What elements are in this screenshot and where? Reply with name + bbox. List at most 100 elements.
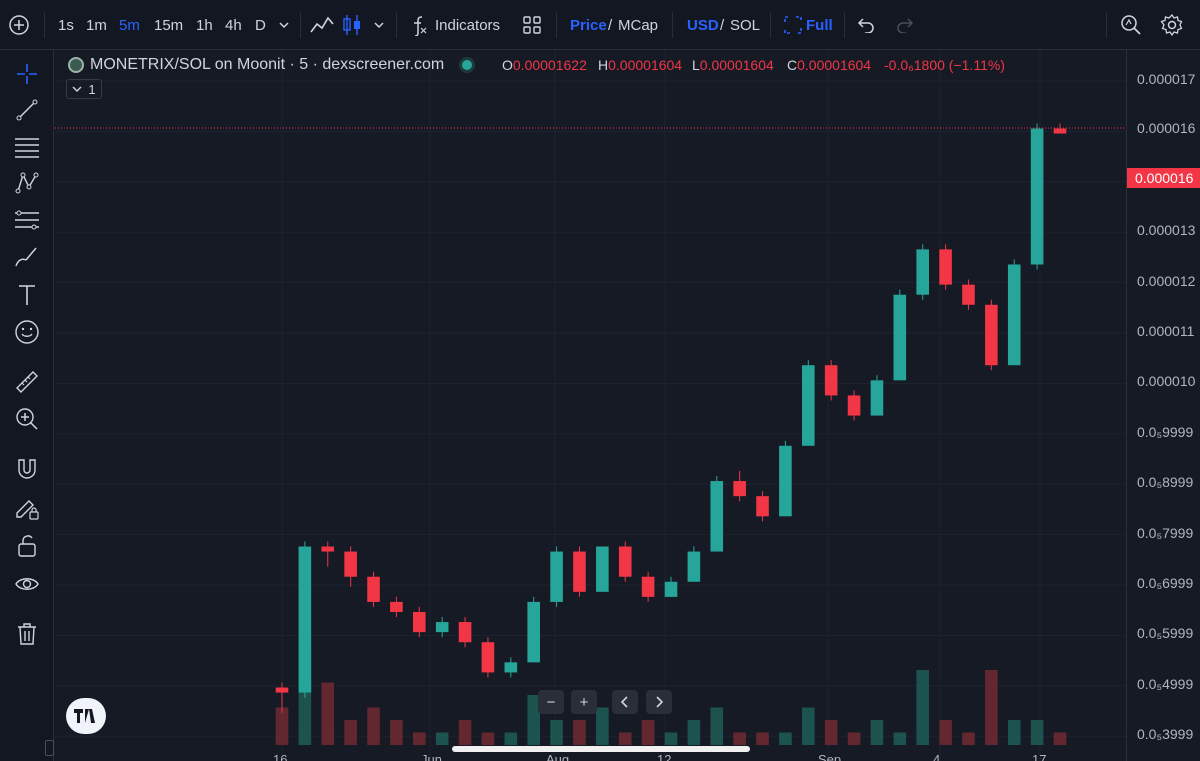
fib-retracement-icon[interactable] [11,131,43,163]
indicators-button[interactable]: Indicators [435,16,501,34]
candle-body [573,551,586,592]
market-status-dot-icon [462,60,473,70]
divider [844,12,845,38]
price-tick: 0.0₅5999 [1137,625,1194,642]
price-axis[interactable]: 0.0₅3999 0.0₅4999 0.0₅5999 0.0₅6999 0.0₅7999… [1126,50,1200,761]
emoji-icon[interactable] [11,316,43,348]
price-tick: 0.000011 [1137,323,1195,339]
tradingview-logo-icon[interactable] [66,698,106,734]
interval-5m[interactable]: 5m [119,16,140,34]
divider [44,12,45,38]
indicators-fx-icon[interactable] [410,0,428,50]
eye-icon[interactable] [11,568,43,600]
forecast-tool-icon[interactable] [11,204,43,236]
settings-gear-icon[interactable] [1160,0,1184,50]
ohlc-low: L0.00001604 [692,57,774,73]
divider [300,12,301,38]
volume-bar [344,720,357,745]
interval-1m[interactable]: 1m [86,16,107,34]
interval-d[interactable]: D [255,16,266,34]
interval-dropdown-chevron-icon[interactable] [278,0,290,50]
brush-icon[interactable] [11,242,43,274]
interval-1h[interactable]: 1h [196,16,213,34]
chart-type-chevron-icon[interactable] [373,0,385,50]
volume-bar [641,720,655,745]
lock-drawing-icon[interactable] [11,492,43,524]
candle-body [1007,264,1021,366]
candle-body [756,496,769,517]
price-tick: 0.0₅4999 [1137,675,1194,692]
price-tick: 0.0₅3999 [1137,726,1194,743]
add-symbol-icon[interactable] [8,0,30,50]
usd-toggle[interactable]: USD [687,16,719,34]
lock-icon[interactable] [11,530,43,562]
candle-body [1030,128,1044,265]
full-button[interactable]: Full [806,16,833,34]
zoom-in-button[interactable]: + [571,690,597,714]
candle-body [527,601,540,663]
zoom-in-icon[interactable] [11,403,43,435]
collapse-toolbar-handle[interactable] [45,740,54,756]
volume-bar [458,720,472,745]
volume-bar [1053,732,1067,745]
ohlc-close: C0.00001604 [787,57,872,73]
candle-body [298,546,312,693]
price-toggle[interactable]: Price [570,16,607,34]
line-chart-type-icon[interactable] [310,0,334,50]
quick-search-icon[interactable] [1120,0,1142,50]
chevron-left-icon [620,696,628,708]
chart-pane[interactable] [55,50,1126,761]
mcap-toggle[interactable]: MCap [618,16,659,34]
indicators-collapse-button[interactable]: 1 [66,79,102,99]
volume-bar [893,732,907,745]
scroll-right-button[interactable] [646,690,672,714]
trend-line-icon[interactable] [11,94,43,126]
volume-bar [596,707,609,745]
trash-icon[interactable] [11,618,43,650]
scroll-left-button[interactable] [612,690,638,714]
price-tick: 0.000013 [1137,222,1196,239]
candle-body [664,581,678,597]
interval-4h[interactable]: 4h [225,16,242,34]
time-tick: 16 [273,752,288,761]
zoom-out-button[interactable]: − [538,690,564,714]
magnet-icon[interactable] [11,454,43,486]
divider [1106,12,1107,38]
current-price-tag: 0.000016 [1127,168,1200,188]
interval-1s[interactable]: 1s [58,16,74,34]
interval-15m[interactable]: 15m [154,16,184,34]
divider [556,12,557,38]
sol-toggle[interactable]: SOL [730,16,761,34]
undo-icon[interactable] [857,0,875,50]
volume-bar [481,732,495,745]
candle-body [916,249,929,295]
layout-grid-icon[interactable] [522,0,542,50]
candle-body [893,294,907,381]
ruler-icon[interactable] [11,366,43,398]
divider [672,12,673,38]
ohlc-open: O0.00001622 [502,57,587,73]
crosshair-icon[interactable] [11,58,43,90]
volume-bar [527,695,540,745]
volume-bar [916,670,929,745]
volume-bar [321,682,335,745]
time-tick: Jun [421,752,442,761]
pattern-tool-icon[interactable] [11,167,43,199]
symbol-title[interactable]: MONETRIX/SOL on Moonit · 5 · dexscreener… [90,56,445,73]
redo-icon[interactable] [896,0,914,50]
volume-bar [1007,720,1021,745]
candle-body [733,481,746,497]
price-tick: 0.0₅6999 [1137,575,1194,591]
candles-chart-type-icon[interactable] [342,0,362,50]
candle-body [802,365,815,446]
candle-body [481,642,495,673]
candle-body [1053,128,1067,134]
text-tool-icon[interactable] [11,279,43,311]
candle-body [687,551,701,582]
indicator-count: 1 [88,81,96,97]
fullscreen-icon[interactable] [784,0,802,50]
token-logo-icon [68,57,84,73]
volume-bar [847,732,861,745]
price-tick: 0.000010 [1137,373,1196,390]
volume-bar [390,720,403,745]
